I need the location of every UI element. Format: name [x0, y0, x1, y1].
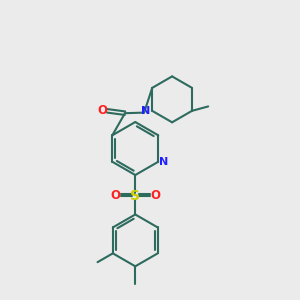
Text: O: O [110, 189, 120, 202]
Text: N: N [159, 157, 168, 167]
Text: O: O [151, 189, 160, 202]
Text: N: N [141, 106, 150, 116]
Text: S: S [130, 189, 140, 203]
Text: O: O [98, 104, 108, 117]
